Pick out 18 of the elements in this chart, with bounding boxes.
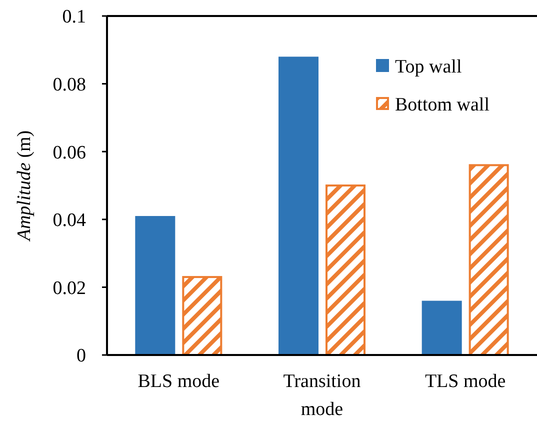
y-tick-label: 0.08 xyxy=(52,74,86,96)
y-tick-label: 0.06 xyxy=(52,142,86,164)
bar xyxy=(422,300,462,355)
x-tick-label: Transition mode xyxy=(283,371,362,420)
y-axis-title: Amplitude (m) xyxy=(14,130,35,243)
x-tick-label: TLS mode xyxy=(424,371,506,392)
y-tick-label: 0 xyxy=(76,346,86,367)
y-tick-label: 0.1 xyxy=(62,6,86,28)
bar xyxy=(468,164,509,356)
bar xyxy=(326,184,366,356)
bar xyxy=(135,216,176,355)
bar xyxy=(182,276,222,356)
legend-label: Top wall xyxy=(395,56,462,78)
y-tick-label: 0.02 xyxy=(52,278,86,299)
y-tick-label: 0.04 xyxy=(52,210,86,232)
legend-label: Bottom wall xyxy=(395,94,490,116)
x-tick-label: BLS mode xyxy=(138,371,220,392)
bar xyxy=(278,56,318,355)
